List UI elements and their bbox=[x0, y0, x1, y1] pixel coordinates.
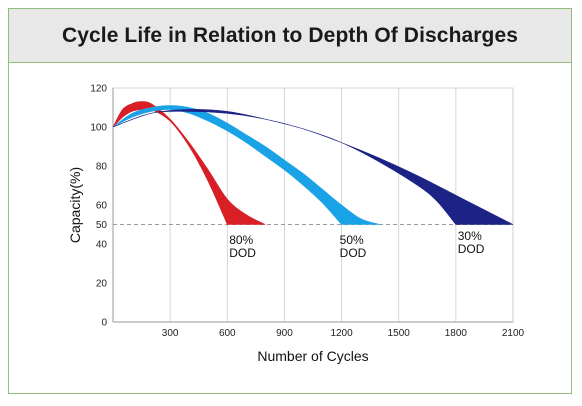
y-tick-label: 0 bbox=[101, 318, 107, 329]
x-axis-label: Number of Cycles bbox=[257, 348, 368, 364]
title-bar: Cycle Life in Relation to Depth Of Disch… bbox=[9, 9, 571, 63]
band-50-dod bbox=[112, 105, 380, 225]
chart-frame: Cycle Life in Relation to Depth Of Disch… bbox=[8, 8, 572, 394]
x-tick-label: 1500 bbox=[388, 328, 411, 339]
x-tick-label: 600 bbox=[219, 328, 236, 339]
band-30-dod bbox=[112, 109, 514, 225]
annotation-30-percent: 30% bbox=[458, 229, 482, 243]
annotation-30-dod: DOD bbox=[458, 242, 485, 256]
x-tick-label: 2100 bbox=[502, 328, 525, 339]
y-tick-label: 20 bbox=[96, 279, 108, 290]
x-tick-label: 900 bbox=[276, 328, 293, 339]
x-tick-label: 1800 bbox=[445, 328, 468, 339]
y-tick-label: 120 bbox=[90, 84, 107, 95]
y-tick-label: 50 bbox=[96, 220, 108, 231]
y-tick-label: 40 bbox=[96, 240, 108, 251]
chart-title: Cycle Life in Relation to Depth Of Disch… bbox=[61, 23, 519, 47]
annotation-50-percent: 50% bbox=[340, 233, 364, 247]
y-tick-label: 100 bbox=[90, 123, 107, 134]
annotation-80-dod: DOD bbox=[229, 246, 256, 260]
y-tick-label: 80 bbox=[96, 162, 108, 173]
y-axis-label: Capacity(%) bbox=[67, 167, 83, 243]
y-tick-label: 60 bbox=[96, 201, 108, 212]
x-tick-label: 300 bbox=[162, 328, 179, 339]
annotation-50-dod: DOD bbox=[340, 246, 367, 260]
x-tick-label: 1200 bbox=[330, 328, 353, 339]
band-80-dod bbox=[112, 101, 266, 225]
annotation-80-percent: 80% bbox=[229, 233, 253, 247]
